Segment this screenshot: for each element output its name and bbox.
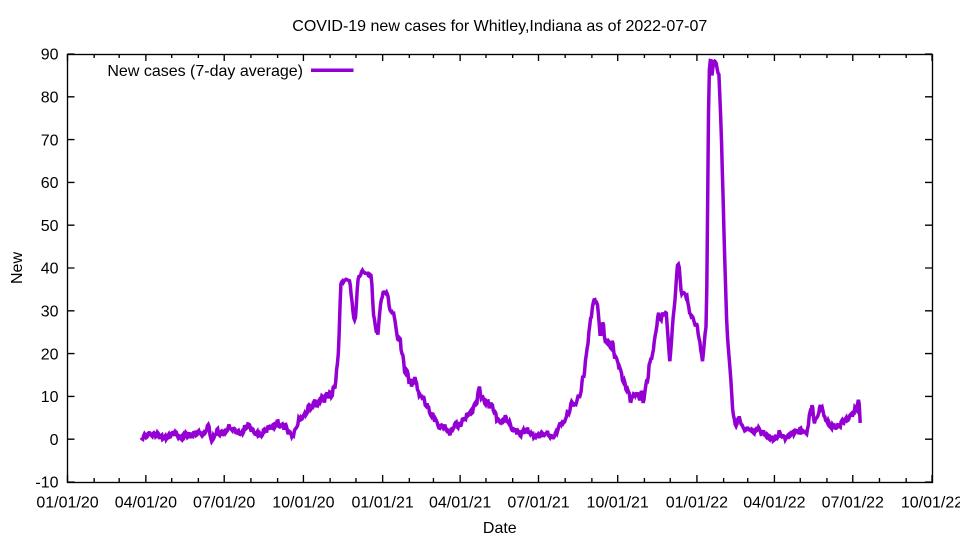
svg-text:07/01/21: 07/01/21 — [507, 494, 569, 511]
svg-text:07/01/20: 07/01/20 — [193, 494, 255, 511]
svg-text:New: New — [9, 252, 26, 284]
svg-text:10: 10 — [41, 389, 59, 406]
svg-text:01/01/22: 01/01/22 — [666, 494, 728, 511]
svg-text:30: 30 — [41, 304, 59, 321]
svg-text:10/01/20: 10/01/20 — [272, 494, 334, 511]
svg-text:07/01/22: 07/01/22 — [822, 494, 884, 511]
svg-text:04/01/22: 04/01/22 — [743, 494, 805, 511]
svg-text:04/01/20: 04/01/20 — [115, 494, 177, 511]
svg-text:01/01/20: 01/01/20 — [36, 494, 98, 511]
svg-text:80: 80 — [41, 90, 59, 107]
svg-text:Date: Date — [483, 520, 517, 537]
svg-text:10/01/22: 10/01/22 — [901, 494, 960, 511]
svg-text:01/01/21: 01/01/21 — [351, 494, 413, 511]
svg-text:New cases (7-day average): New cases (7-day average) — [107, 63, 303, 80]
svg-text:04/01/21: 04/01/21 — [429, 494, 491, 511]
svg-text:20: 20 — [41, 346, 59, 363]
svg-text:70: 70 — [41, 132, 59, 149]
svg-text:40: 40 — [41, 261, 59, 278]
svg-text:50: 50 — [41, 218, 59, 235]
svg-text:60: 60 — [41, 175, 59, 192]
svg-text:10/01/21: 10/01/21 — [587, 494, 649, 511]
svg-text:0: 0 — [50, 432, 59, 449]
svg-text:COVID-19 new cases for Whitley: COVID-19 new cases for Whitley,Indiana a… — [292, 18, 707, 35]
svg-text:-10: -10 — [35, 475, 58, 492]
svg-text:90: 90 — [41, 47, 59, 64]
